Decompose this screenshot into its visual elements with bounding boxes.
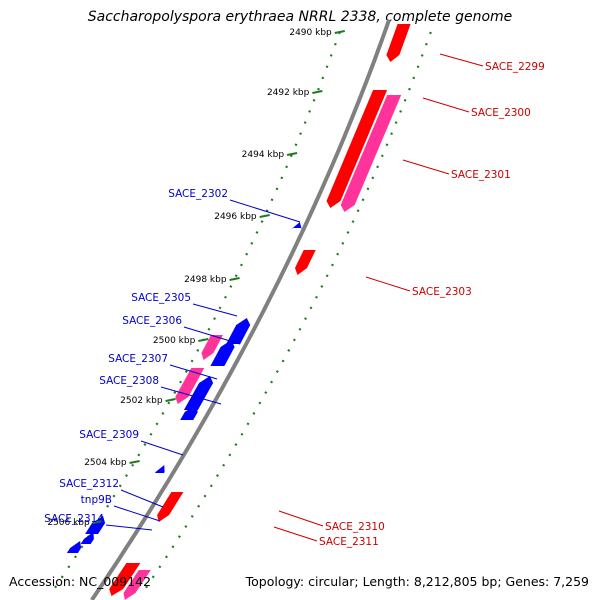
- tick-mark: [92, 520, 103, 524]
- tick-label: 2496 kbp: [214, 212, 257, 222]
- label-leader: [183, 326, 241, 345]
- label-leader: [439, 53, 484, 67]
- accession-text: Accession: NC_009142: [9, 574, 152, 589]
- cds-sace-2307: [175, 368, 205, 404]
- gene-sace-2305: [226, 318, 251, 344]
- label-leader: [422, 97, 470, 113]
- tick-mark: [229, 277, 240, 281]
- tick-mark: [129, 460, 140, 464]
- gene-tnp9b: [80, 532, 94, 544]
- label-leader: [192, 303, 238, 317]
- gene-sace-2302: [291, 222, 303, 229]
- gene-sace-2308b: [180, 405, 198, 420]
- tick-label: 2502 kbp: [120, 396, 163, 406]
- gene-label: SACE_2314: [44, 513, 104, 525]
- gene-label: SACE_2305: [131, 292, 191, 304]
- label-leader: [365, 276, 411, 292]
- kbp-tick-labels: 2490 kbp 2492 kbp 2494 kbp 2496 kbp 2498 kbp…: [47, 28, 345, 528]
- tick-mark: [334, 30, 345, 34]
- gene-sace-2299: [386, 24, 411, 62]
- tick-label: 2498 kbp: [184, 275, 227, 285]
- gene-label: SACE_2301: [451, 169, 511, 181]
- gene-features: [66, 24, 411, 600]
- label-leader: [229, 199, 301, 223]
- tick-mark: [198, 338, 209, 342]
- label-leader: [120, 489, 164, 508]
- gene-label: SACE_2299: [485, 61, 545, 73]
- gene-label: tnp9B: [81, 494, 112, 506]
- gene-label: SACE_2310: [325, 521, 385, 533]
- gene-label: SACE_2306: [122, 315, 182, 327]
- reverse-ruler-track: [51, 31, 341, 593]
- label-leader: [160, 386, 222, 405]
- label-leader: [273, 526, 318, 542]
- cds-sace-2300: [340, 95, 402, 212]
- tick-label: 2500 kbp: [153, 336, 196, 346]
- gene-label: SACE_2307: [108, 353, 168, 365]
- label-leader: [278, 510, 324, 527]
- gene-labels: SACE_2299 SACE_2300 SACE_2301 SACE_2303 SACE…: [44, 53, 545, 548]
- gene-sace-2300: [326, 90, 388, 208]
- gene-sace-2303: [295, 250, 316, 275]
- gene-label: SACE_2312: [59, 478, 119, 490]
- tick-mark: [259, 214, 270, 218]
- tick-label: 2490 kbp: [289, 28, 332, 38]
- gene-label: SACE_2302: [168, 188, 228, 200]
- tick-label: 2506 kbp: [47, 518, 90, 528]
- gene-label: SACE_2311: [319, 536, 379, 548]
- tick-mark: [165, 398, 176, 402]
- gene-label: SACE_2303: [412, 286, 472, 298]
- label-leader: [113, 505, 161, 522]
- gene-label: SACE_2309: [79, 429, 139, 441]
- gene-sace-2312: [85, 516, 106, 534]
- cds-sace-2306: [201, 335, 223, 360]
- label-leader: [105, 524, 153, 531]
- label-leader: [402, 159, 450, 175]
- gene-sace-2311: [109, 563, 141, 596]
- tick-label: 2504 kbp: [84, 458, 127, 468]
- topology-text: Topology: circular; Length: 8,212,805 bp…: [245, 574, 589, 589]
- gene-sace-2309: [155, 465, 165, 473]
- gene-sace-2306: [210, 340, 235, 366]
- label-leader: [169, 364, 218, 380]
- tick-label: 2492 kbp: [267, 88, 310, 98]
- cds-sace-2311: [123, 570, 151, 600]
- gene-label: SACE_2300: [471, 107, 531, 119]
- gene-sace-2310: [157, 492, 184, 522]
- label-leader: [140, 440, 184, 456]
- gene-label: SACE_2308: [99, 375, 159, 387]
- tick-mark: [312, 90, 323, 94]
- map-title: Saccharopolyspora erythraea NRRL 2338, c…: [87, 9, 513, 25]
- tick-label: 2494 kbp: [242, 150, 285, 160]
- tick-mark: [286, 152, 298, 156]
- gene-sace-2314: [66, 541, 82, 553]
- gene-sace-2308: [183, 376, 214, 410]
